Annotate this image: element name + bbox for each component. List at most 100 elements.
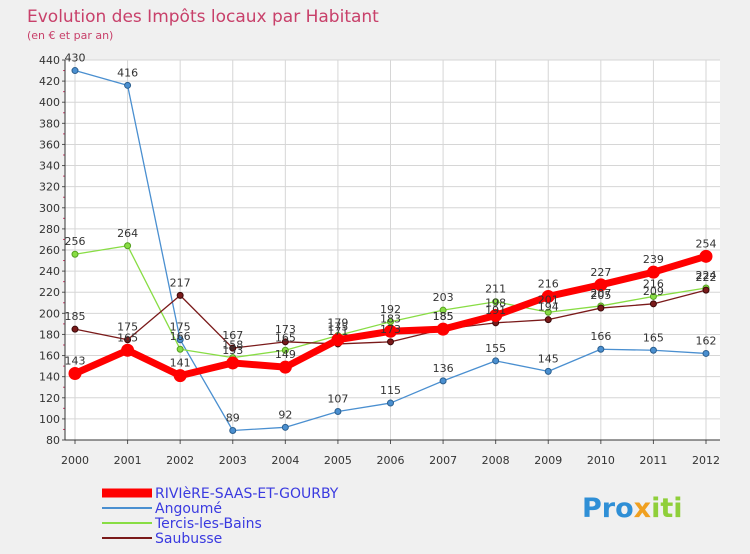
chart-title: Evolution des Impôts locaux par Habitant — [27, 7, 379, 27]
data-label: 175 — [327, 321, 348, 334]
y-tick-label: 180 — [39, 328, 60, 341]
data-point — [281, 346, 289, 354]
data-point — [541, 289, 555, 303]
series-3 — [71, 286, 710, 352]
data-point — [68, 367, 82, 380]
proxiti-logo: Proxiti — [582, 493, 683, 524]
data-label: 211 — [485, 283, 506, 296]
data-label: 171 — [327, 325, 348, 338]
labels-3: 185 175 217 167 173 171 173 185 191 194 205 209 222 — [65, 271, 717, 342]
data-label: 185 — [65, 310, 86, 323]
data-label: 175 — [117, 321, 138, 334]
data-label: 167 — [222, 329, 243, 342]
legend-label: Saubusse — [155, 531, 222, 547]
data-label: 201 — [538, 293, 559, 306]
data-label: 264 — [117, 227, 138, 240]
data-point — [702, 286, 710, 294]
y-tick-label: 340 — [39, 160, 60, 173]
y-tick-label: 440 — [39, 54, 60, 67]
x-tick-label: 2004 — [271, 454, 299, 467]
labels-2: 256 264 166 158 165 179 192 203 211 201 207 216 224 — [65, 227, 717, 352]
data-label: 191 — [485, 304, 506, 317]
series-0 — [68, 249, 713, 383]
data-label: 192 — [380, 303, 401, 316]
data-label: 205 — [590, 289, 611, 302]
x-tick-label: 2008 — [482, 454, 510, 467]
data-point — [387, 399, 394, 407]
data-point — [702, 349, 710, 357]
legend: RIVIèRE-SAAS-ET-GOURBYAngouméTercis-les-… — [102, 486, 339, 547]
data-label: 107 — [327, 393, 348, 406]
data-point — [124, 336, 132, 344]
data-point — [439, 377, 447, 385]
data-point — [331, 333, 345, 347]
legend-label: Tercis-les-Bains — [154, 516, 262, 532]
x-tick-label: 2002 — [166, 454, 194, 467]
y-tick-label: 360 — [39, 138, 60, 151]
x-tick-label: 2007 — [429, 454, 457, 467]
data-point — [492, 357, 500, 365]
x-tick-label: 2006 — [377, 454, 405, 467]
data-label: 430 — [65, 52, 86, 65]
labels-1: 430 416 175 89 92 107 115 136 155 145 166 165 162 — [65, 52, 717, 425]
x-tick-label: 2000 — [61, 454, 89, 467]
data-label: 153 — [222, 344, 243, 357]
data-point — [71, 325, 79, 333]
data-label: 149 — [275, 348, 296, 361]
data-label: 222 — [696, 271, 717, 284]
data-point — [121, 343, 135, 357]
data-label: 216 — [643, 277, 664, 290]
y-tick-label: 120 — [39, 392, 60, 405]
data-point — [226, 356, 240, 370]
legend-label: Angoumé — [155, 501, 222, 517]
data-label: 194 — [538, 301, 559, 314]
data-point — [649, 300, 657, 308]
y-tick-label: 240 — [39, 265, 60, 278]
y-axis: 80 100 120 140 160 180 200 220 240 260 280 300 320 34… — [39, 54, 66, 447]
data-label: 185 — [433, 310, 454, 323]
data-label: 162 — [696, 334, 717, 347]
data-point — [544, 308, 552, 316]
data-point — [173, 369, 187, 383]
data-point — [439, 306, 447, 314]
data-point — [387, 338, 394, 346]
data-point — [281, 423, 289, 431]
grid — [65, 59, 720, 441]
data-label: 173 — [380, 323, 401, 336]
data-point — [649, 292, 657, 300]
data-point — [492, 298, 500, 306]
data-point — [544, 316, 552, 324]
data-point — [384, 324, 397, 338]
data-label: 239 — [643, 253, 664, 266]
data-point — [176, 291, 184, 299]
x-tick-label: 2001 — [114, 454, 142, 467]
data-label: 207 — [590, 287, 611, 300]
data-point — [597, 304, 605, 312]
data-label: 173 — [275, 323, 296, 336]
data-label: 254 — [696, 237, 717, 250]
data-label: 175 — [170, 321, 191, 334]
data-point — [544, 367, 552, 375]
data-point — [649, 346, 657, 354]
data-label: 185 — [433, 310, 454, 323]
data-label: 141 — [170, 357, 191, 370]
data-point — [278, 360, 292, 374]
y-tick-label: 100 — [39, 413, 60, 426]
data-point — [176, 345, 184, 353]
data-label: 416 — [117, 66, 138, 79]
y-tick-label: 220 — [39, 286, 60, 299]
x-tick-label: 2003 — [219, 454, 247, 467]
y-tick-label: 80 — [46, 434, 60, 447]
data-point — [124, 242, 132, 250]
data-label: 136 — [433, 362, 454, 375]
data-point — [176, 336, 184, 344]
data-label: 209 — [643, 285, 664, 298]
chart-subtitle: (en € et par an) — [27, 29, 113, 42]
data-point — [436, 322, 450, 336]
data-point — [281, 338, 289, 346]
x-tick-label: 2009 — [534, 454, 562, 467]
data-label: 165 — [643, 331, 664, 344]
data-point — [646, 265, 660, 279]
data-label: 216 — [538, 277, 559, 290]
